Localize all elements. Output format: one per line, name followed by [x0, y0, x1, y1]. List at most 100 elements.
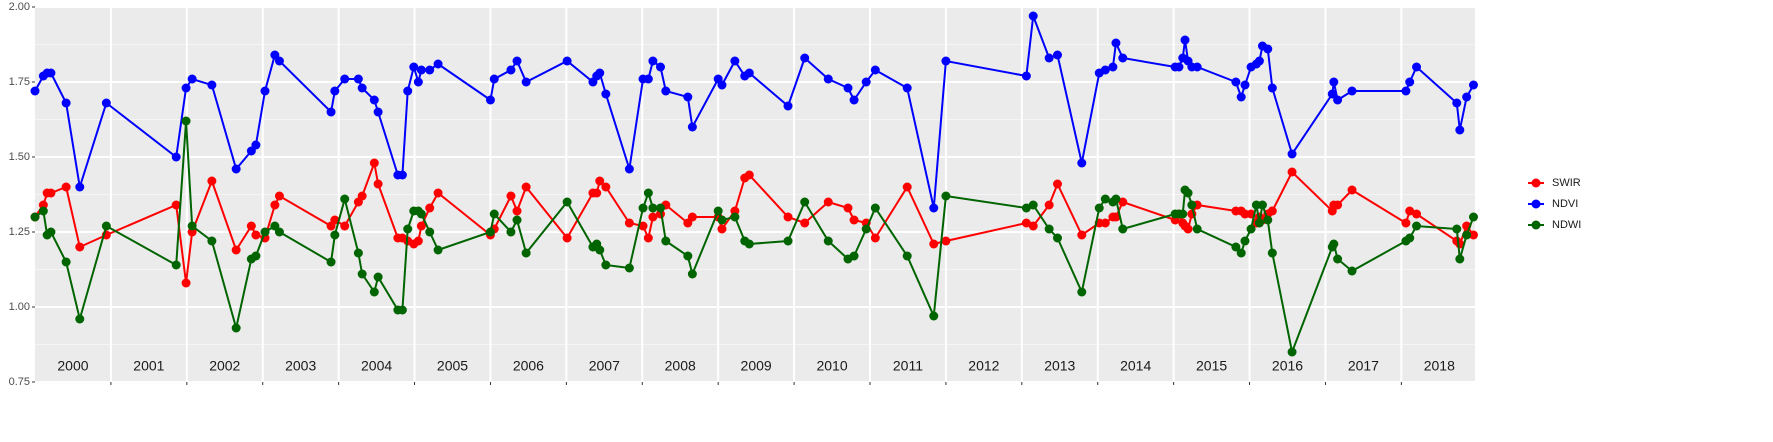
legend-key: [1531, 199, 1541, 209]
point: [330, 86, 340, 96]
point: [1187, 200, 1197, 210]
point: [61, 257, 71, 267]
point: [643, 74, 653, 84]
point: [1236, 248, 1246, 258]
point: [101, 98, 111, 108]
point: [416, 65, 426, 75]
point: [1111, 194, 1121, 204]
point: [1052, 50, 1062, 60]
point: [1405, 206, 1415, 216]
point: [1347, 86, 1357, 96]
point: [416, 221, 426, 231]
point: [274, 227, 284, 237]
point: [270, 200, 280, 210]
point: [260, 227, 270, 237]
point: [207, 236, 217, 246]
point: [1111, 38, 1121, 48]
point: [1077, 158, 1087, 168]
point: [717, 215, 727, 225]
point: [1094, 203, 1104, 213]
point: [1329, 239, 1339, 249]
point: [800, 53, 810, 63]
point: [1240, 80, 1250, 90]
point: [683, 251, 693, 261]
point: [207, 176, 217, 186]
point: [1231, 77, 1241, 87]
point: [1333, 95, 1343, 105]
point: [1021, 71, 1031, 81]
point: [601, 182, 611, 192]
point: [655, 203, 665, 213]
point: [1468, 80, 1478, 90]
point: [800, 218, 810, 228]
point: [433, 59, 443, 69]
point: [1174, 62, 1184, 72]
point: [260, 86, 270, 96]
legend-label: NDWI: [1552, 219, 1581, 231]
point: [1452, 224, 1462, 234]
year-label: 2004: [361, 358, 392, 374]
point: [413, 77, 423, 87]
year-label: 2005: [437, 358, 468, 374]
point: [1021, 218, 1031, 228]
point: [1329, 77, 1339, 87]
point: [648, 203, 658, 213]
y-tick-label: 1.50: [9, 151, 30, 163]
point: [1028, 221, 1038, 231]
point: [1044, 200, 1054, 210]
point: [373, 107, 383, 117]
point: [1263, 44, 1273, 54]
point: [357, 269, 367, 279]
point: [1287, 149, 1297, 159]
point: [521, 248, 531, 258]
point: [433, 188, 443, 198]
point: [1100, 218, 1110, 228]
point: [1263, 215, 1273, 225]
point: [744, 239, 754, 249]
point: [1192, 224, 1202, 234]
point: [730, 212, 740, 222]
point: [1021, 203, 1031, 213]
point: [849, 215, 859, 225]
point: [251, 140, 261, 150]
point: [246, 221, 256, 231]
point: [713, 206, 723, 216]
point: [512, 215, 522, 225]
point: [231, 245, 241, 255]
point: [171, 260, 181, 270]
point: [929, 203, 939, 213]
year-label: 2006: [513, 358, 544, 374]
y-tick-label: 2.00: [9, 1, 30, 13]
point: [413, 236, 423, 246]
point: [1118, 224, 1128, 234]
point: [870, 65, 880, 75]
year-label: 2008: [665, 358, 696, 374]
point: [353, 248, 363, 258]
point: [1452, 98, 1462, 108]
point: [187, 74, 197, 84]
point: [744, 68, 754, 78]
point: [744, 170, 754, 180]
point: [1052, 179, 1062, 189]
point: [1231, 242, 1241, 252]
point: [181, 83, 191, 93]
point: [843, 83, 853, 93]
point: [1108, 62, 1118, 72]
point: [1100, 65, 1110, 75]
point: [485, 227, 495, 237]
point: [1192, 62, 1202, 72]
point: [638, 221, 648, 231]
year-label: 2000: [57, 358, 88, 374]
point: [1401, 86, 1411, 96]
point: [1327, 89, 1337, 99]
point: [1405, 233, 1415, 243]
point: [624, 164, 634, 174]
point: [1178, 209, 1188, 219]
point: [1287, 167, 1297, 177]
point: [849, 251, 859, 261]
point: [506, 65, 516, 75]
point: [1267, 83, 1277, 93]
point: [929, 239, 939, 249]
point: [340, 74, 350, 84]
